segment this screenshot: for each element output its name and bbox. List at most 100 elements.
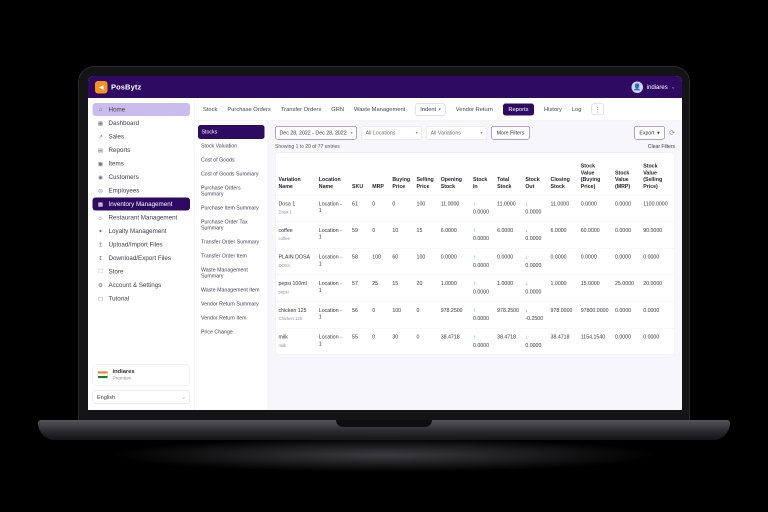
tab-vendor-return[interactable]: Vendor Return: [456, 106, 493, 112]
sidebar-item-download-export-files[interactable]: ↧ Download/Export Files: [93, 252, 191, 265]
report-menu-item-purchase-order-tax-summary[interactable]: Purchase Order Tax Summary: [201, 219, 248, 231]
more-filters-button[interactable]: More Filters: [491, 126, 530, 140]
sidebar-item-home[interactable]: ⌂ Home: [92, 103, 190, 116]
variations-select[interactable]: All Variations ▾: [426, 126, 488, 140]
sidebar-item-label: Account & Settings: [108, 281, 162, 289]
sidebar-item-label: Inventory Management: [108, 200, 173, 208]
tab-label: History: [543, 106, 562, 113]
sidebar-item-inventory-management[interactable]: ▩ Inventory Management: [92, 197, 190, 211]
report-menu-item-vendor-return-item[interactable]: Vendor Return Item: [201, 315, 247, 321]
report-menu-item-transfer-order-item[interactable]: Transfer Order Item: [201, 253, 247, 259]
table-row[interactable]: coffee coffee Location - 1 59 0 10 15 6.0000 ↑ 0.…: [275, 221, 675, 249]
user-menu[interactable]: 👤 indiares ⌄: [631, 81, 675, 93]
cell-selling-price: 15: [413, 221, 438, 249]
cell-closing-stock: 1.0000: [547, 274, 578, 302]
clear-filters-link[interactable]: Clear Filters: [648, 144, 675, 150]
table-row[interactable]: PLAIN DOSA DOSA Location - 1 58 100 60 100 0.00…: [275, 248, 675, 275]
export-label: Export: [639, 129, 655, 136]
tab-stock[interactable]: Stock: [203, 106, 217, 112]
table-row[interactable]: pepsi 100ml pepsi Location - 1 57 25 15 20 1.00…: [275, 274, 675, 302]
tab-label: ⋮: [594, 106, 601, 113]
table-row[interactable]: milk milk Location - 1 55 0 30 0 38.4718 ↑ 0.0000…: [275, 327, 675, 355]
arrow-down-icon: ↓: [525, 200, 528, 207]
sidebar-item-account-settings[interactable]: ⚙ Account & Settings: [93, 279, 191, 292]
download-icon: ↧: [98, 255, 103, 262]
sidebar-item-items[interactable]: ▣ Items: [93, 157, 191, 170]
cell-mrp: 25: [369, 274, 390, 302]
tab-label: GRN: [331, 106, 344, 113]
export-button[interactable]: Export ▾: [633, 126, 666, 140]
sidebar-item-tutorial[interactable]: ▢ Tutorial: [93, 292, 191, 305]
sidebar-item-upload-import-files[interactable]: ↥ Upload/Import Files: [93, 238, 191, 251]
report-menu-item-stock-valuation[interactable]: Stock Valuation: [201, 143, 238, 149]
report-menu-item-transfer-order-summary[interactable]: Transfer Order Summary: [201, 239, 260, 245]
sidebar-nav: ⌂ Home ▦ Dashboard ↗ Sales ▤ Reports ▣ Items ◉ Cust…: [88, 98, 195, 410]
report-menu-item-price-change[interactable]: Price Change: [201, 329, 233, 335]
sidebar-item-restaurant-management[interactable]: ♨ Restaurant Management: [93, 211, 191, 224]
variations-value: All Variations: [430, 129, 461, 136]
tabs-more-icon[interactable]: ⋮: [591, 103, 604, 115]
posbytz-logo-icon: ◀: [95, 80, 108, 94]
cell-sku: 57: [349, 274, 370, 302]
report-menu-item-cost-of-goods-summary[interactable]: Cost of Goods Summary: [201, 171, 259, 177]
tab-transfer-orders[interactable]: Transfer Orders: [281, 106, 321, 112]
top-header: ◀ PosBytz 👤 indiares ⌄: [88, 76, 682, 98]
laptop-shadow: [110, 438, 658, 472]
inventory-tabs: Stock Purchase Orders Transfer Orders GRN Wa…: [195, 98, 682, 121]
reports-icon: ▤: [97, 147, 104, 154]
cell-variation-name: chicken 125 Chicken 125: [275, 301, 316, 329]
cell-stock-out: ↓ 0.0000: [522, 221, 548, 249]
tab-reports[interactable]: Reports: [502, 103, 534, 116]
cell-stock-out: ↓ -0.2500: [522, 301, 548, 329]
column-header-stock-value-mrp: Stock Value (MRP): [615, 169, 631, 190]
date-range-select[interactable]: Dec 28, 2022 - Dec 28, 2022 ▾: [275, 126, 358, 140]
tab-waste-management[interactable]: Waste Management: [354, 106, 405, 112]
main-panel: Stock Purchase Orders Transfer Orders GRN Wa…: [195, 98, 682, 410]
settings-icon: ⚙: [98, 282, 103, 289]
account-card[interactable]: indiares Premium: [92, 364, 190, 386]
tab-log[interactable]: Log: [572, 106, 582, 112]
report-menu-item-purchase-item-summary[interactable]: Purchase Item Summary: [201, 205, 259, 211]
loyalty-icon: ✦: [98, 228, 103, 235]
tab-purchase-orders[interactable]: Purchase Orders: [227, 106, 270, 112]
sidebar-item-reports[interactable]: ▤ Reports: [93, 144, 191, 157]
account-plan-badge: Premium: [112, 375, 132, 382]
report-menu-item-purchase-orders-summary[interactable]: Purchase Orders Summary: [201, 185, 241, 197]
sidebar-item-employees[interactable]: ◎ Employees: [93, 184, 191, 197]
sidebar-item-label: Upload/Import Files: [108, 241, 163, 248]
report-menu-item-waste-management-item[interactable]: Waste Management Item: [201, 287, 260, 293]
cell-total-stock: 6.0000: [494, 221, 523, 249]
report-menu-item-stocks[interactable]: Stocks: [198, 125, 265, 139]
table-row[interactable]: chicken 125 Chicken 125 Location - 1 56 0 100…: [275, 301, 675, 329]
locations-select[interactable]: All Locations ▾: [361, 126, 423, 140]
column-header-variation-name: Variation Name: [278, 176, 301, 190]
tab-indent[interactable]: Indent ▾: [415, 103, 446, 116]
report-menu-item-waste-management-summary[interactable]: Waste Management Summary: [201, 267, 248, 279]
sidebar-item-customers[interactable]: ◉ Customers: [93, 171, 191, 184]
cell-mrp: 0: [369, 194, 390, 222]
cell-stock-in: ↑ 0.0000: [469, 274, 495, 302]
sidebar-item-sales[interactable]: ↗ Sales: [93, 130, 191, 143]
report-menu-item-vendor-return-summary[interactable]: Vendor Return Summary: [201, 301, 259, 307]
cell-location: Location - 1: [315, 301, 350, 329]
employees-icon: ◎: [98, 187, 103, 194]
sidebar-item-label: Download/Export Files: [108, 254, 172, 262]
tab-history[interactable]: History: [544, 106, 562, 112]
account-name: indiares: [112, 368, 135, 375]
sidebar-item-loyalty-management[interactable]: ✦ Loyalty Management: [93, 225, 191, 238]
tab-grn[interactable]: GRN: [331, 106, 344, 112]
cell-closing-stock: 0.0000: [547, 248, 578, 275]
refresh-icon[interactable]: ⟳: [669, 128, 675, 137]
language-select[interactable]: English ⌄: [92, 390, 190, 404]
column-header-stock-value-selling-price: Stock Value (Selling Price): [643, 163, 663, 190]
sidebar-item-dashboard[interactable]: ▦ Dashboard: [93, 117, 191, 130]
report-menu-item-cost-of-goods[interactable]: Cost of Goods: [201, 157, 235, 163]
table-row[interactable]: Dosa 1 Dosa 1 Location - 1 61 0 0 100 11.0000 ↑ 0…: [275, 194, 675, 222]
chevron-down-icon: ⌄: [671, 84, 675, 90]
account-flag-icon: [97, 371, 108, 379]
sidebar-item-store[interactable]: ⛶ Store: [93, 265, 191, 278]
cell-opening-stock: 6.0000: [437, 221, 470, 249]
laptop-notch: [336, 420, 432, 427]
cell-stock-value-mrp: 0.0000: [612, 327, 641, 355]
arrow-down-icon: ↓: [525, 307, 528, 314]
